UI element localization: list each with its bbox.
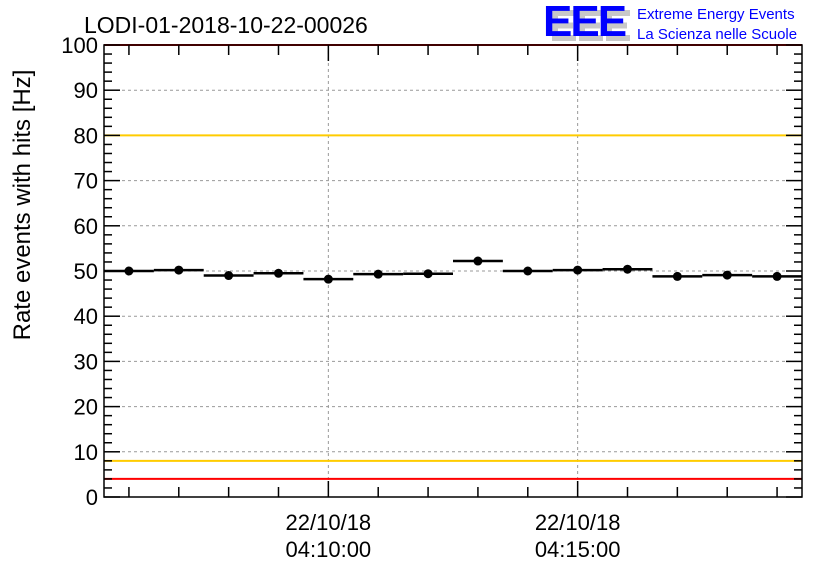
y-tick-label: 70 [74,169,98,194]
y-axis-label: Rate events with hits [Hz] [9,70,36,341]
data-point [224,271,234,281]
y-tick-label: 30 [74,349,98,374]
grid [104,45,802,497]
data-point [373,269,383,279]
data-point [174,265,184,275]
y-tick-label: 50 [74,259,98,284]
data-point [722,270,732,280]
y-tick-label: 100 [61,33,98,58]
data-point [672,271,682,281]
y-tick-label: 20 [74,395,98,420]
data-point [573,265,583,275]
data-point [473,256,483,266]
x-tick-date: 22/10/18 [286,510,372,535]
logo-mark: EEE [543,0,626,46]
y-tick-label: 90 [74,78,98,103]
chart-title: LODI-01-2018-10-22-00026 [84,12,368,38]
x-tick-time: 04:15:00 [535,537,621,562]
y-tick-label: 10 [74,440,98,465]
eee-logo: EEE Extreme Energy Events La Scienza nel… [543,0,797,46]
x-tick-date: 22/10/18 [535,510,621,535]
logo-line2: La Scienza nelle Scuole [637,26,797,43]
y-tick-labels: 0 10 20 30 40 50 60 70 80 90 100 [61,33,98,510]
data-point [772,271,782,281]
data-points [104,256,802,284]
y-tick-label: 40 [74,304,98,329]
y-tick-label: 0 [86,485,98,510]
data-point [274,268,283,278]
logo-shadow-shape [552,10,630,41]
y-tick-label: 80 [74,123,98,148]
logo-shadow-letter [579,10,603,41]
logo-shadow-letter [606,10,630,41]
data-point [523,266,533,276]
data-point [124,266,134,276]
x-tick-time: 04:10:00 [286,537,372,562]
data-point [423,269,433,279]
logo-line1: Extreme Energy Events [637,6,795,23]
y-tick-label: 60 [74,214,98,239]
data-point [623,264,632,274]
logo-shadow-letter [552,10,576,41]
data-point [323,274,333,284]
